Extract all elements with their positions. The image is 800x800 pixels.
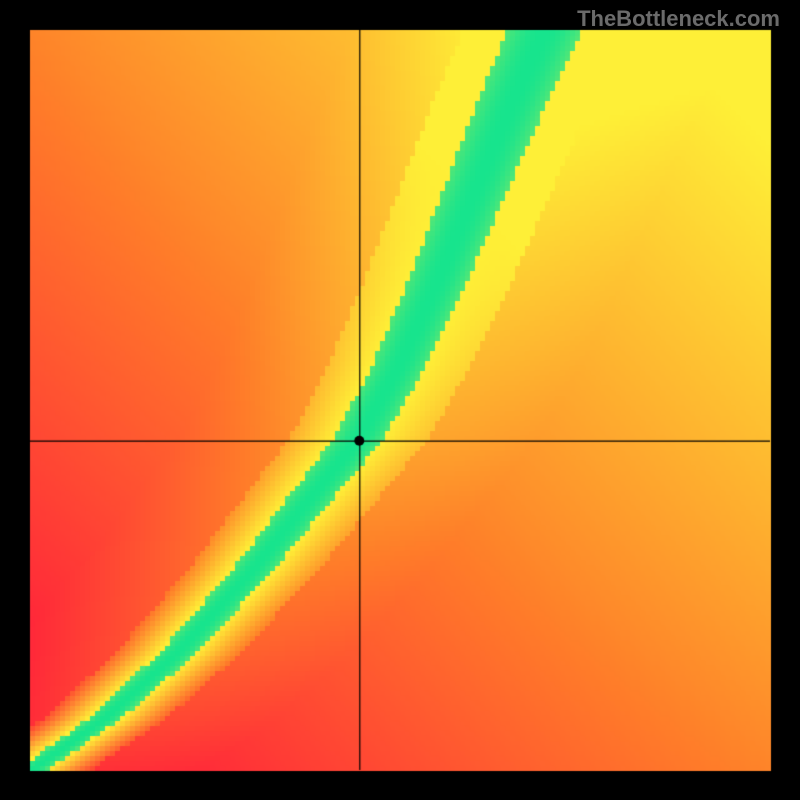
heatmap-canvas [0, 0, 800, 800]
chart-container: TheBottleneck.com [0, 0, 800, 800]
watermark-text: TheBottleneck.com [577, 6, 780, 32]
